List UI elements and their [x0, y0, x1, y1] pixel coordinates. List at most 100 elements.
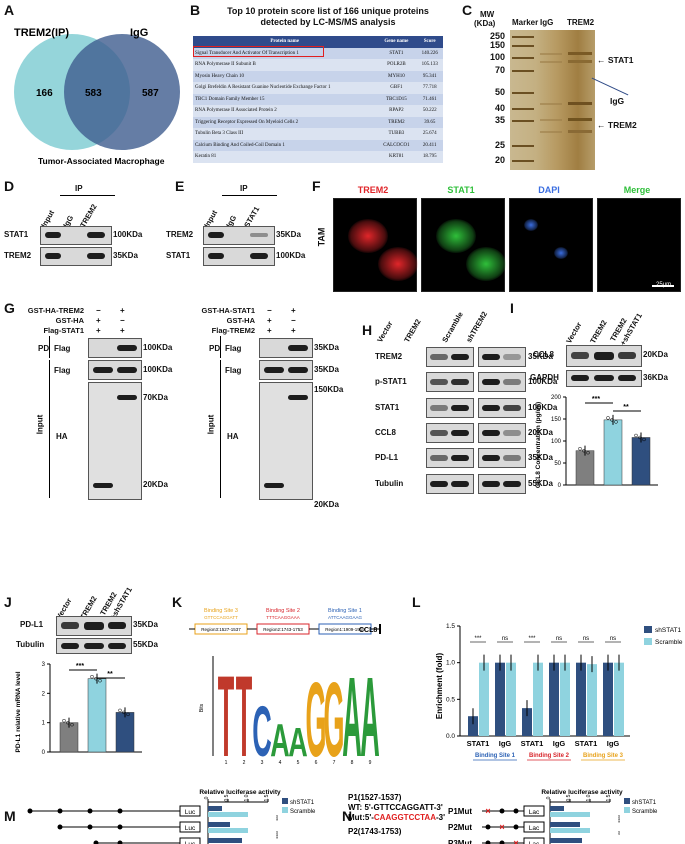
- ip-line-e: [222, 195, 277, 196]
- cell-score: 140.226: [416, 47, 443, 59]
- cell-gene: MYH10: [376, 70, 417, 82]
- table-row: Tubulin Beta 3 Class III TUBB3 25.674: [193, 128, 443, 140]
- luc-label: Luc: [185, 841, 196, 844]
- lac-box: [523, 821, 545, 833]
- marker-band: [512, 120, 534, 122]
- channel-label-merge: Merge: [623, 185, 651, 195]
- row-h: Tubulin: [375, 479, 404, 488]
- row-i-ccl8: CCL8: [533, 350, 554, 359]
- blot-i-gapdh: [566, 370, 642, 387]
- binding-site-dot: [117, 808, 123, 814]
- marker-band: [512, 70, 534, 72]
- pd-label: PD: [209, 344, 221, 353]
- kda-e-1: 35KDa: [276, 230, 301, 239]
- cell-score: 20.411: [416, 139, 443, 151]
- sig-label: ns: [583, 636, 589, 642]
- bar-shstat1: [208, 806, 222, 811]
- sig-label: **: [623, 404, 629, 411]
- lac-box: [523, 837, 545, 844]
- blot-h-left: [426, 398, 474, 418]
- venn-overlap-count: 583: [85, 88, 102, 99]
- sign: +: [267, 326, 272, 335]
- logo-position: 4: [279, 760, 282, 766]
- blot-h-right: [478, 372, 526, 392]
- binding-site-dot: [499, 808, 505, 814]
- bar: [603, 662, 613, 736]
- cell-blob: [554, 247, 568, 259]
- seq-line: P2(1743-1753): [348, 827, 402, 836]
- blot-h-left: [426, 347, 474, 367]
- blot-input-flag: [259, 360, 313, 380]
- ip-line-d: [60, 195, 115, 196]
- x-tick-label: 0.5: [224, 794, 230, 801]
- mw-marker-label: 35: [494, 115, 505, 125]
- kda-j-2: 55KDa: [133, 640, 158, 649]
- legend-scramble: Scramble: [290, 809, 316, 815]
- gel-arrow-igg: IgG: [591, 77, 629, 106]
- col-score: Score: [416, 36, 443, 48]
- x-tick-label: 1.0: [586, 794, 592, 801]
- marker-band: [512, 108, 534, 110]
- blot-h-right: [478, 347, 526, 367]
- cell-score: 77.718: [416, 82, 443, 94]
- binding-site-dot: [117, 824, 123, 830]
- panel-label-m: M: [4, 808, 16, 824]
- row-e-trem2: TREM2: [166, 230, 194, 239]
- col-gene-name: Gene name: [376, 36, 417, 48]
- panel-label-i: I: [510, 300, 514, 316]
- mut-line-p1: Mut:5'-CAAGGTCCTAA-3': [348, 813, 445, 822]
- blot-h-right: [478, 474, 526, 494]
- blot-input-ha: [259, 382, 313, 500]
- data-point: [586, 450, 590, 455]
- logo-letter: A: [360, 656, 379, 778]
- data-point: [90, 674, 94, 679]
- logo-letter: T: [218, 651, 234, 778]
- marker-band: [512, 160, 534, 162]
- x-category-label: IgG: [553, 739, 566, 748]
- mw-marker-label: 250: [489, 31, 505, 41]
- lane-h-vector: Vector: [375, 319, 395, 344]
- chart-l-enrichment: 0.0 0.5 1.0 1.5 Enrichment (fold) *** STAT1 ns I…: [435, 623, 683, 761]
- data-point: [122, 710, 126, 715]
- logo-letter: A: [270, 716, 289, 767]
- kda-label: 20KDa: [143, 480, 168, 489]
- y-tick-label: 0.5: [446, 696, 455, 703]
- table-row: Signal Transducer And Activator Of Trans…: [193, 47, 443, 59]
- venn-right-count: 587: [142, 88, 159, 99]
- gel-lane-marker: Marker: [512, 18, 539, 27]
- micrograph-trem2: [333, 198, 418, 292]
- mut-construct-label: P2Mut: [448, 823, 472, 832]
- marker-band: [512, 45, 534, 47]
- cell-gene: GBF1: [376, 82, 417, 94]
- gel-arrow-stat1-label: STAT1: [607, 55, 634, 65]
- cell-protein: Keratin 81: [193, 151, 377, 163]
- row-d-stat1: STAT1: [4, 230, 29, 239]
- data-point: [66, 720, 70, 725]
- row-h: p-STAT1: [375, 377, 407, 386]
- ha-label: HA: [56, 432, 68, 441]
- sig-label: ns: [502, 636, 508, 642]
- blot-h-right: [478, 398, 526, 418]
- cell-gene: RPAP2: [376, 105, 417, 117]
- mw-marker-label: 40: [494, 103, 505, 113]
- cell-score: 39.65: [416, 116, 443, 128]
- f-side-label: TAM: [316, 227, 327, 247]
- blot-d-stat1: [40, 226, 112, 245]
- site-region: Region1:1909-1919: [325, 627, 365, 632]
- luc-label: Luc: [185, 809, 196, 816]
- venn-caption: Tumor-Associated Macrophage: [38, 156, 165, 166]
- blot-input-flag: [88, 360, 142, 380]
- x-tick-label: 0: [546, 796, 552, 799]
- sign: +: [291, 326, 296, 335]
- sig-label: **: [614, 831, 620, 835]
- gel-lane-igg: IgG: [540, 18, 554, 27]
- data-point: [642, 437, 646, 442]
- lane-h-trem2: TREM2: [402, 317, 423, 344]
- marker-band: [512, 92, 534, 94]
- mw-marker-label: 50: [494, 87, 505, 97]
- kda-label: 35KDa: [314, 343, 339, 352]
- row-j-tubulin: Tubulin: [16, 640, 45, 649]
- y-tick-label: 0: [42, 750, 46, 756]
